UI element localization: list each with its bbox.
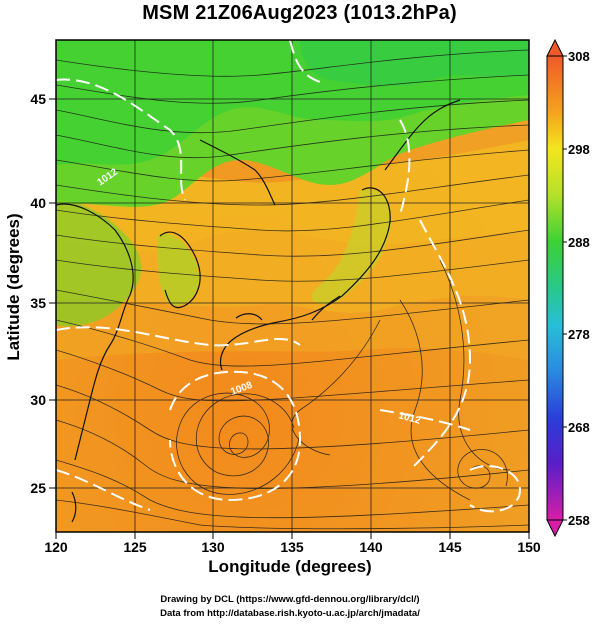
colorbar-tick-label: 308 [568,49,590,64]
colorbar-tick-label: 258 [568,513,590,528]
axis-ticks [49,98,530,539]
credit-drawing: Drawing by DCL (https://www.gfd-dennou.o… [160,594,420,605]
x-tick-label: 135 [280,539,304,555]
colorbar-min-arrow [546,519,564,538]
colorbar-tick-label: 288 [568,235,590,250]
x-axis-label: Longitude (degrees) [208,557,372,576]
x-tick-label: 145 [438,539,462,555]
temperature-field [56,40,529,532]
x-tick-label: 150 [517,539,541,555]
colorbar-tick-label: 278 [568,327,590,342]
x-tick-label: 120 [44,539,68,555]
x-tick-label: 125 [123,539,147,555]
y-tick-label: 35 [30,295,46,311]
x-tick-label: 130 [201,539,225,555]
colorbar-tick-label: 268 [568,420,590,435]
credit-data-source: Data from http://database.rish.kyoto-u.a… [160,608,420,619]
y-tick-label: 25 [30,480,46,496]
graticule [56,40,529,532]
y-axis-label: Latitude (degrees) [4,213,23,361]
wind-streamlines [56,49,529,530]
y-tick-label: 45 [30,91,46,107]
colorbar [546,38,567,538]
y-tick-label: 30 [30,392,46,408]
map-title: MSM 21Z06Aug2023 (1013.2hPa) [142,2,457,24]
x-tick-label: 140 [359,539,383,555]
y-tick-label: 40 [30,195,46,211]
colorbar-max-arrow [546,38,564,57]
coastlines [56,99,461,523]
colorbar-tick-label: 298 [568,142,590,157]
isobars [56,40,522,513]
